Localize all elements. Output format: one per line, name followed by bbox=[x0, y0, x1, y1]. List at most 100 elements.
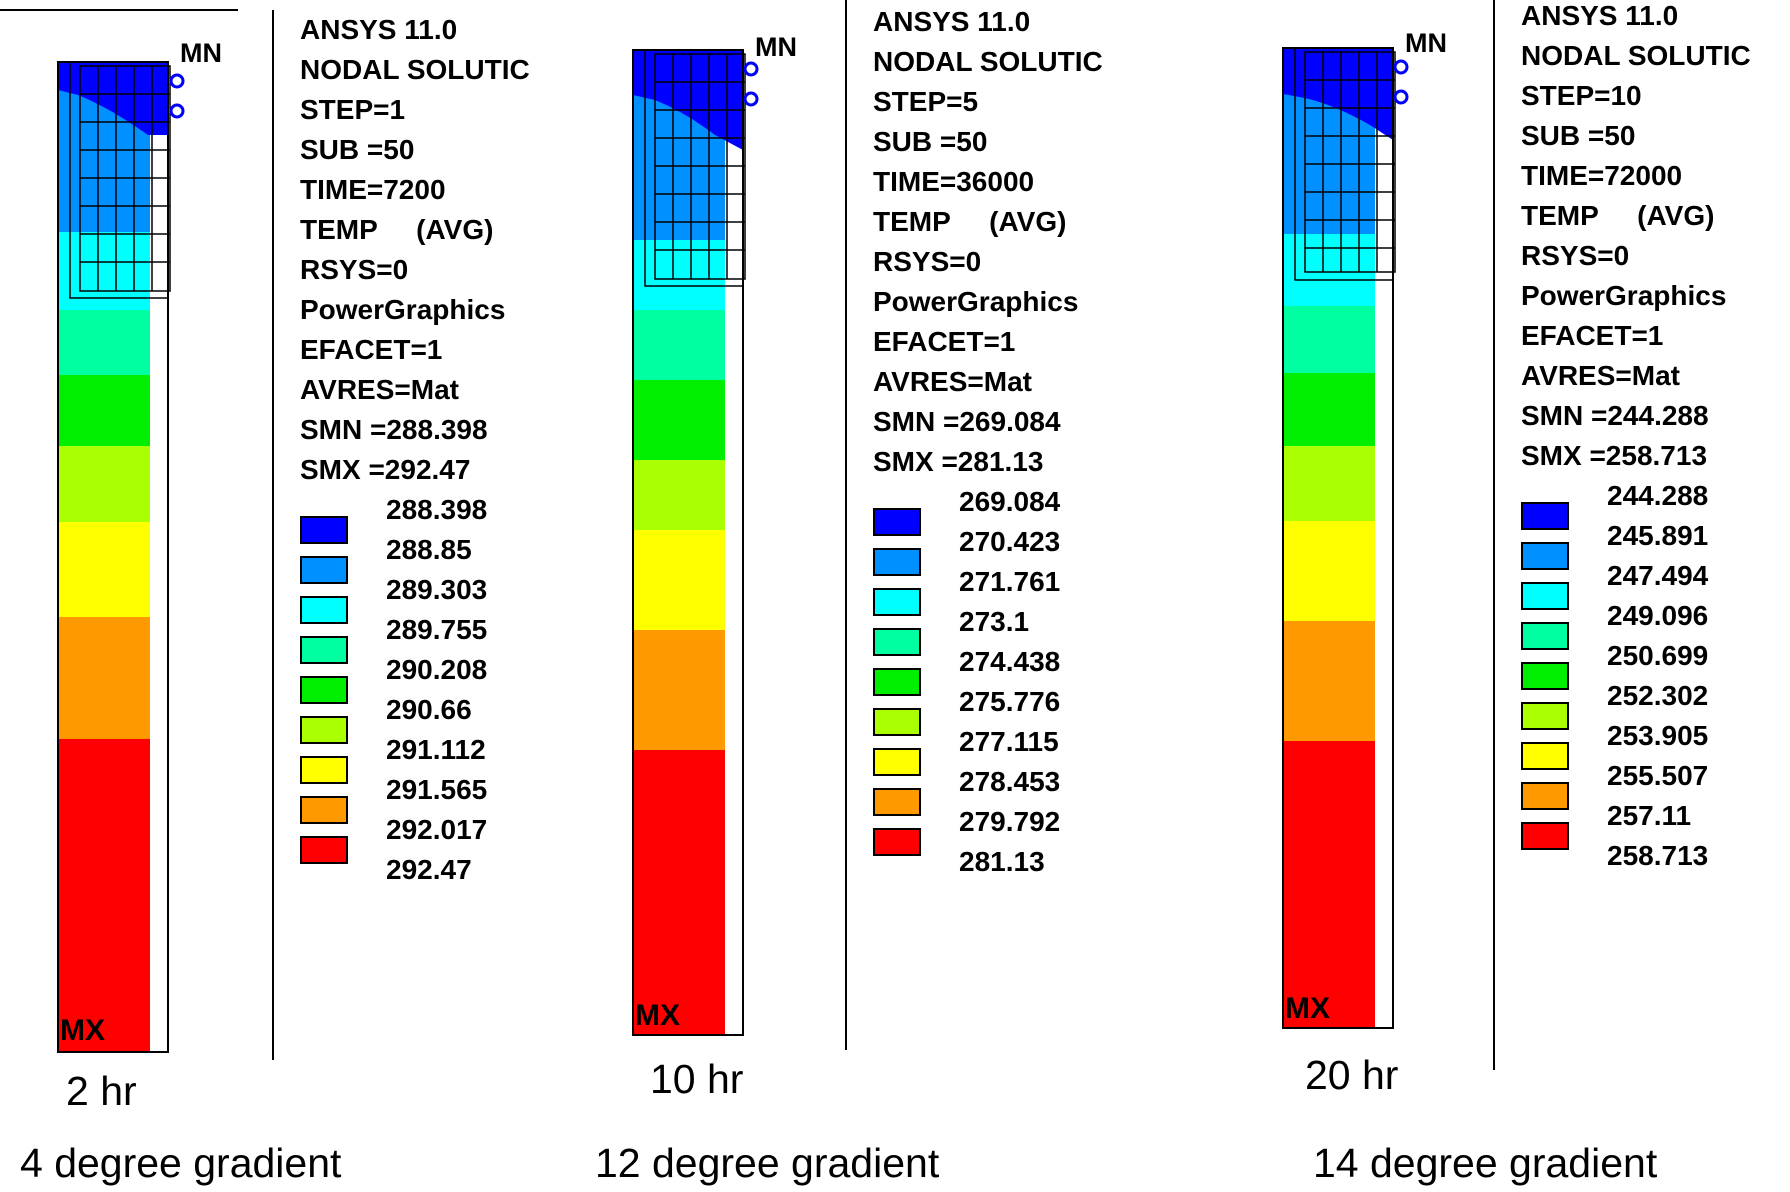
color-scale: 288.398 288.85 289.303 289.755 290.208 2… bbox=[300, 490, 545, 890]
scale-value: 252.302 bbox=[1607, 680, 1709, 711]
panel-divider bbox=[272, 10, 274, 1060]
legend-header-line: EFACET=1 bbox=[873, 326, 1016, 357]
legend-header-line: SMN =288.398 bbox=[300, 414, 488, 445]
legend-header-line: TIME=36000 bbox=[873, 166, 1035, 197]
legend-header-line: PowerGraphics bbox=[300, 294, 506, 325]
mesh-lines bbox=[655, 54, 745, 279]
legend-header-line: SMX =281.13 bbox=[873, 446, 1044, 477]
color-swatch bbox=[873, 828, 921, 856]
scale-value: 289.755 bbox=[386, 614, 488, 645]
mn-label: MN bbox=[180, 38, 222, 68]
scale-value: 258.713 bbox=[1607, 840, 1709, 871]
legend-header-line: EFACET=1 bbox=[300, 334, 443, 365]
mn-label: MN bbox=[755, 32, 797, 62]
legend-header-line: SUB =50 bbox=[873, 126, 988, 157]
scale-value: 290.208 bbox=[386, 654, 488, 685]
legend-header-line: SUB =50 bbox=[300, 134, 415, 165]
mn-label: MN bbox=[1405, 28, 1447, 58]
legend-header-line: SMN =244.288 bbox=[1521, 400, 1709, 431]
color-swatch bbox=[300, 716, 348, 744]
scale-value: 279.792 bbox=[959, 806, 1061, 837]
band-blue bbox=[1283, 48, 1393, 140]
mesh-lines bbox=[80, 66, 170, 291]
legend-header-line: EFACET=1 bbox=[1521, 320, 1664, 351]
color-swatch bbox=[300, 836, 348, 864]
scale-value: 270.423 bbox=[959, 526, 1061, 557]
color-swatch bbox=[873, 548, 921, 576]
min-node-marker-icon bbox=[1393, 89, 1409, 105]
color-scale: 244.288 245.891 247.494 249.096 250.699 … bbox=[1521, 476, 1766, 876]
legend-header-line: TEMP (AVG) bbox=[1521, 200, 1715, 231]
min-node-marker-icon bbox=[169, 73, 185, 89]
scale-value: 269.084 bbox=[959, 486, 1061, 517]
legend-header-line: SMX =258.713 bbox=[1521, 440, 1708, 471]
color-swatch bbox=[1521, 822, 1569, 850]
color-swatch bbox=[873, 748, 921, 776]
panel-divider bbox=[1493, 0, 1495, 1070]
color-swatch bbox=[300, 796, 348, 824]
legend-header-line: TEMP (AVG) bbox=[300, 214, 494, 245]
scale-value: 257.11 bbox=[1607, 800, 1692, 831]
scale-value: 292.017 bbox=[386, 814, 488, 845]
scale-value: 273.1 bbox=[959, 606, 1030, 637]
gradient-label: 12 degree gradient bbox=[595, 1140, 940, 1186]
scale-value: 289.303 bbox=[386, 574, 488, 605]
column-outline bbox=[632, 49, 744, 1036]
color-swatch bbox=[1521, 782, 1569, 810]
color-swatch bbox=[300, 516, 348, 544]
gradient-label: 4 degree gradient bbox=[20, 1140, 342, 1186]
contour-plot: MN MX bbox=[0, 9, 238, 1053]
legend: ANSYS 11.0 NODAL SOLUTIC STEP=10 SUB =50… bbox=[1521, 0, 1766, 876]
scale-value: 291.112 bbox=[386, 734, 486, 765]
legend-header-line: STEP=1 bbox=[300, 94, 406, 125]
legend-header-line: TEMP (AVG) bbox=[873, 206, 1067, 237]
legend-header-line: ANSYS 11.0 bbox=[1521, 0, 1679, 31]
min-node-marker-icon bbox=[1393, 59, 1409, 75]
legend-header-line: SUB =50 bbox=[1521, 120, 1636, 151]
scale-value: 288.398 bbox=[386, 494, 488, 525]
scale-value: 277.115 bbox=[959, 726, 1059, 757]
scale-value: 288.85 bbox=[386, 534, 472, 565]
color-swatch bbox=[1521, 622, 1569, 650]
legend-header-line: STEP=5 bbox=[873, 86, 979, 117]
band-blue bbox=[58, 62, 168, 135]
legend-header-line: PowerGraphics bbox=[1521, 280, 1727, 311]
scale-value: 281.13 bbox=[959, 846, 1045, 877]
color-scale: 269.084 270.423 271.761 273.1 274.438 27… bbox=[873, 482, 1118, 882]
mesh-grid bbox=[1304, 51, 1396, 273]
color-swatch bbox=[873, 708, 921, 736]
color-swatch bbox=[873, 588, 921, 616]
legend-header-line: SMN =269.084 bbox=[873, 406, 1061, 437]
column-outline bbox=[57, 61, 169, 1053]
scale-value: 290.66 bbox=[386, 694, 472, 725]
scale-value: 291.565 bbox=[386, 774, 488, 805]
legend-header-line: PowerGraphics bbox=[873, 286, 1079, 317]
scale-value: 253.905 bbox=[1607, 720, 1709, 751]
legend-header-line: AVRES=Mat bbox=[873, 366, 1032, 397]
band-blue bbox=[633, 50, 743, 150]
min-node-marker-icon bbox=[743, 61, 759, 77]
legend: ANSYS 11.0 NODAL SOLUTIC STEP=1 SUB =50 … bbox=[300, 10, 545, 890]
color-swatch bbox=[1521, 502, 1569, 530]
scale-value: 271.761 bbox=[959, 566, 1061, 597]
scale-value: 274.438 bbox=[959, 646, 1061, 677]
mx-label: MX bbox=[1285, 992, 1330, 1025]
color-swatch bbox=[300, 756, 348, 784]
panel-divider bbox=[845, 0, 847, 1050]
legend: ANSYS 11.0 NODAL SOLUTIC STEP=5 SUB =50 … bbox=[873, 2, 1118, 882]
legend-header-line: AVRES=Mat bbox=[300, 374, 459, 405]
legend-header-line: NODAL SOLUTIC bbox=[873, 46, 1103, 77]
color-swatch bbox=[300, 636, 348, 664]
color-swatch bbox=[1521, 542, 1569, 570]
scale-value: 278.453 bbox=[959, 766, 1061, 797]
legend-header-line: AVRES=Mat bbox=[1521, 360, 1680, 391]
time-label: 20 hr bbox=[1305, 1052, 1399, 1098]
scale-value: 244.288 bbox=[1607, 480, 1709, 511]
time-label: 2 hr bbox=[66, 1068, 137, 1114]
time-label: 10 hr bbox=[650, 1056, 744, 1102]
color-swatch bbox=[300, 676, 348, 704]
scale-value: 245.891 bbox=[1607, 520, 1709, 551]
color-swatch bbox=[300, 556, 348, 584]
color-swatch bbox=[1521, 702, 1569, 730]
color-swatch bbox=[1521, 662, 1569, 690]
